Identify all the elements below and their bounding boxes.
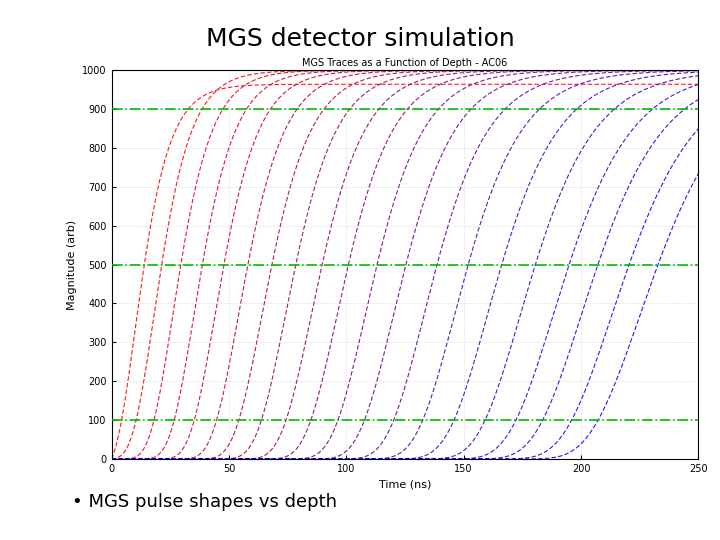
Text: MGS detector simulation: MGS detector simulation xyxy=(206,27,514,51)
Y-axis label: Magnitude (arb): Magnitude (arb) xyxy=(67,220,77,309)
Text: • MGS pulse shapes vs depth: • MGS pulse shapes vs depth xyxy=(72,493,337,511)
X-axis label: Time (ns): Time (ns) xyxy=(379,480,431,489)
Title: MGS Traces as a Function of Depth - AC06: MGS Traces as a Function of Depth - AC06 xyxy=(302,58,508,68)
